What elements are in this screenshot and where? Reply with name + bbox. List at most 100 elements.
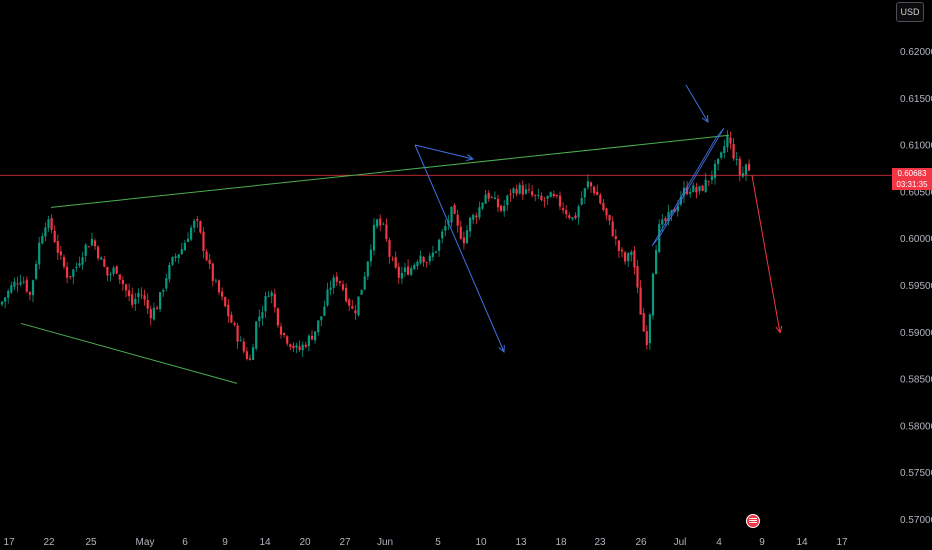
candle-body [518, 184, 521, 194]
candle-body [62, 257, 66, 267]
candle-body [549, 192, 552, 198]
candle-body [729, 137, 732, 144]
candle-body [472, 214, 475, 220]
candle-body [624, 252, 627, 262]
candle-body [692, 185, 695, 192]
candle-body [667, 212, 670, 222]
candle-body [354, 310, 357, 314]
candle-body [444, 225, 447, 231]
candle-body [397, 266, 400, 278]
time-tick-label: 27 [339, 537, 351, 548]
candle-body [655, 250, 658, 275]
candle-body [735, 158, 738, 160]
candle-body [279, 326, 283, 335]
time-tick-label: 6 [182, 537, 188, 548]
candle-body [710, 176, 713, 180]
candle-body [233, 323, 236, 325]
candle-body [38, 242, 41, 265]
candle-body [534, 195, 537, 196]
time-tick-label: 9 [222, 537, 228, 548]
candle-body [583, 188, 586, 198]
candle-body [47, 219, 50, 229]
candle-body [242, 341, 245, 352]
candle-body [723, 146, 726, 154]
candle-body [177, 254, 180, 258]
candle-body [648, 314, 651, 344]
candle-body [165, 278, 168, 289]
candle-body [267, 295, 270, 297]
candle-body [636, 266, 639, 288]
candle-body [741, 173, 744, 177]
arrow-to-upper-line-head [466, 154, 475, 161]
channel-upper-line [50, 134, 730, 208]
time-tick-label: 9 [759, 537, 765, 548]
candle-body [50, 218, 53, 230]
candle-body [431, 252, 434, 257]
candle-body [186, 238, 190, 242]
candle-body [493, 197, 496, 199]
candle-body [159, 292, 162, 310]
candle-body [72, 269, 75, 277]
candle-body [689, 191, 692, 194]
candle-body [602, 202, 605, 210]
candle-body [645, 331, 648, 345]
candle-body [400, 272, 403, 279]
candle-body [190, 227, 193, 240]
candle-body [196, 219, 199, 221]
price-tick-label: 0.57000 [900, 515, 932, 526]
candle-body [388, 240, 391, 257]
candle-body [456, 214, 459, 226]
time-tick-label: Jul [674, 537, 687, 548]
time-axis[interactable]: 17 22 25 May 6 9 14 20 27 Jun 5 10 13 18 23 26 Jul 4 9 14 17 [3, 537, 848, 548]
candle-body [224, 297, 227, 307]
currency-badge[interactable]: USD [896, 2, 924, 22]
candle-body [546, 195, 549, 199]
candle-body [596, 191, 599, 196]
time-tick-label: 26 [635, 537, 647, 548]
candle-body [382, 223, 385, 225]
candle-body [168, 264, 171, 280]
candle-body [137, 292, 140, 298]
candle-body [335, 276, 338, 282]
candle-body [131, 294, 134, 305]
candle-body [35, 264, 38, 279]
candle-body [0, 301, 4, 305]
candle-body [670, 210, 673, 214]
candles [0, 130, 751, 361]
candle-body [317, 320, 320, 333]
candle-body [469, 217, 472, 232]
candle-body [270, 292, 273, 297]
candle-body [738, 158, 741, 176]
candle-body [428, 255, 431, 262]
candle-body [627, 253, 630, 262]
time-tick-label: 14 [259, 537, 271, 548]
candle-body [326, 289, 329, 306]
candle-body [620, 249, 624, 252]
candle-body [106, 266, 109, 276]
time-tick-label: 23 [594, 537, 606, 548]
candle-body [608, 214, 611, 221]
current-price-tag: 0.60683 03:31:35 [892, 168, 932, 190]
candle-body [410, 268, 413, 275]
candle-body [217, 280, 221, 293]
candle-body [171, 257, 174, 265]
candle-body [698, 186, 701, 192]
candle-body [704, 179, 707, 192]
candle-body [261, 312, 264, 319]
candle-body [155, 307, 159, 310]
time-tick-label: 25 [85, 537, 97, 548]
time-tick-label: 22 [43, 537, 55, 548]
candle-body [205, 251, 208, 261]
candle-body [642, 313, 645, 332]
candle-body [527, 189, 531, 191]
candle-body [434, 251, 438, 253]
candle-body [524, 189, 527, 194]
candle-body [577, 206, 580, 218]
us-flag-icon[interactable] [746, 514, 760, 528]
